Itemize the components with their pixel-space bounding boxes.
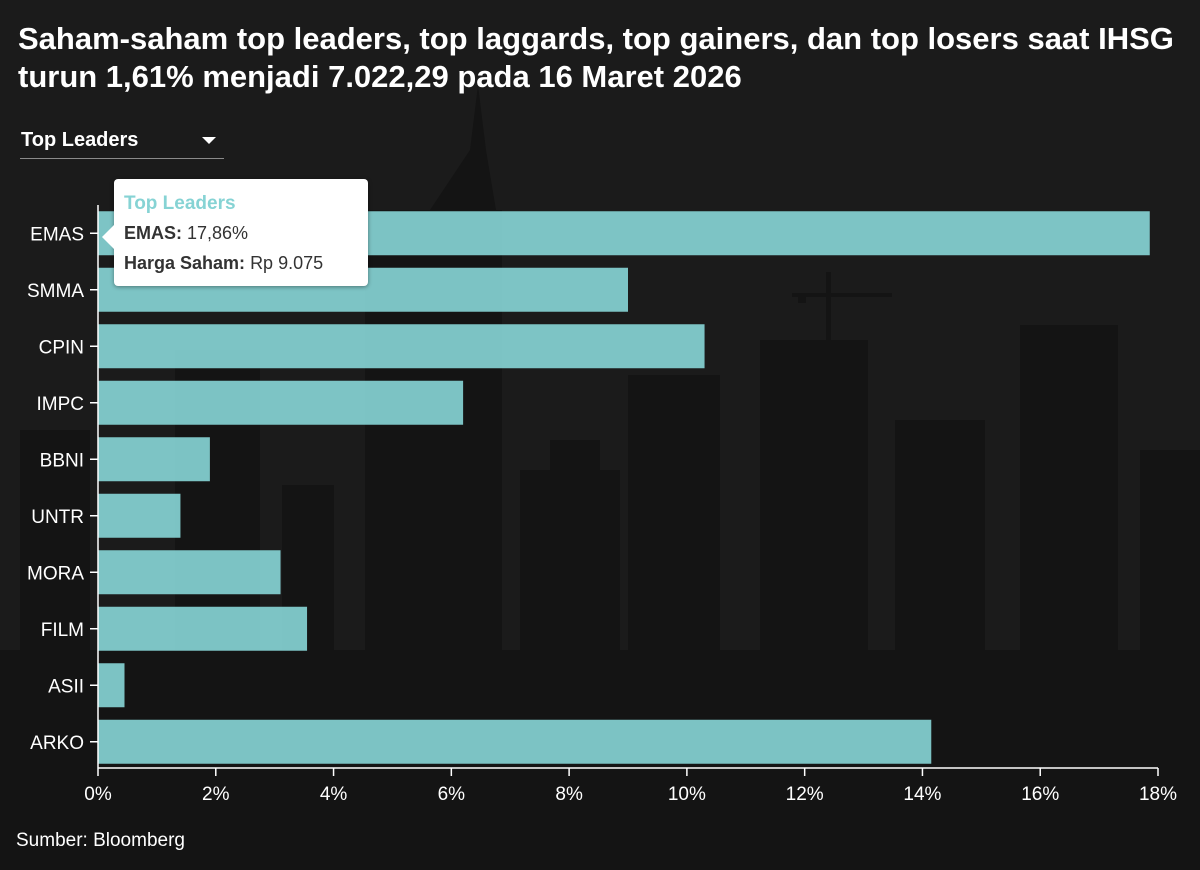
bar-bbni[interactable] bbox=[98, 437, 210, 482]
x-tick-label: 12% bbox=[786, 784, 824, 805]
chevron-down-icon bbox=[202, 137, 216, 144]
bar-mora[interactable] bbox=[98, 550, 281, 595]
category-label-cpin: CPIN bbox=[39, 337, 84, 358]
tooltip-stock-row: EMAS: 17,86% bbox=[124, 223, 248, 244]
tooltip-stock-label: EMAS: bbox=[124, 223, 182, 243]
category-label-impc: IMPC bbox=[37, 394, 85, 415]
tooltip-pointer bbox=[102, 225, 114, 249]
x-tick-label: 14% bbox=[903, 784, 941, 805]
x-tick-label: 10% bbox=[668, 784, 706, 805]
category-label-smma: SMMA bbox=[27, 281, 84, 302]
x-tick-label: 18% bbox=[1139, 784, 1177, 805]
bar-untr[interactable] bbox=[98, 493, 181, 538]
x-tick-label: 16% bbox=[1021, 784, 1059, 805]
bar-tooltip: Top Leaders EMAS: 17,86% Harga Saham: Rp… bbox=[102, 179, 368, 286]
bar-film[interactable] bbox=[98, 606, 308, 651]
category-label-bbni: BBNI bbox=[40, 450, 84, 471]
x-tick-label: 0% bbox=[84, 784, 112, 805]
chart-title: Saham-saham top leaders, top laggards, t… bbox=[18, 21, 1174, 94]
x-tick-label: 6% bbox=[438, 784, 466, 805]
bar-arko[interactable] bbox=[98, 719, 932, 764]
bar-impc[interactable] bbox=[98, 380, 464, 425]
x-tick-label: 2% bbox=[202, 784, 230, 805]
category-label-untr: UNTR bbox=[31, 507, 84, 528]
tooltip-price-row: Harga Saham: Rp 9.075 bbox=[124, 253, 323, 274]
category-dropdown[interactable]: Top Leaders bbox=[20, 124, 224, 159]
bars-group bbox=[98, 211, 1150, 764]
dropdown-selected-value: Top Leaders bbox=[21, 129, 139, 151]
source-note: Sumber: Bloomberg bbox=[16, 830, 185, 851]
category-labels: EMAS SMMA CPIN IMPC BBNI UNTR MORA FILM ASII ARKO bbox=[27, 224, 98, 754]
x-tick-label: 4% bbox=[320, 784, 348, 805]
category-label-mora: MORA bbox=[27, 563, 84, 584]
tooltip-price-label: Harga Saham: bbox=[124, 253, 246, 273]
tooltip-price-value: Rp 9.075 bbox=[250, 253, 324, 273]
x-axis-ticks: 0% 2% 4% 6% 8% 10% 12% 14% 16% 18% bbox=[84, 768, 1177, 805]
tooltip-title: Top Leaders bbox=[124, 193, 236, 214]
category-label-film: FILM bbox=[41, 620, 84, 641]
tooltip-stock-value: 17,86% bbox=[187, 223, 249, 243]
category-label-arko: ARKO bbox=[30, 733, 84, 754]
category-label-emas: EMAS bbox=[30, 224, 84, 245]
bar-asii[interactable] bbox=[98, 663, 125, 708]
bar-cpin[interactable] bbox=[98, 324, 705, 369]
category-label-asii: ASII bbox=[48, 676, 84, 697]
x-tick-label: 8% bbox=[555, 784, 583, 805]
